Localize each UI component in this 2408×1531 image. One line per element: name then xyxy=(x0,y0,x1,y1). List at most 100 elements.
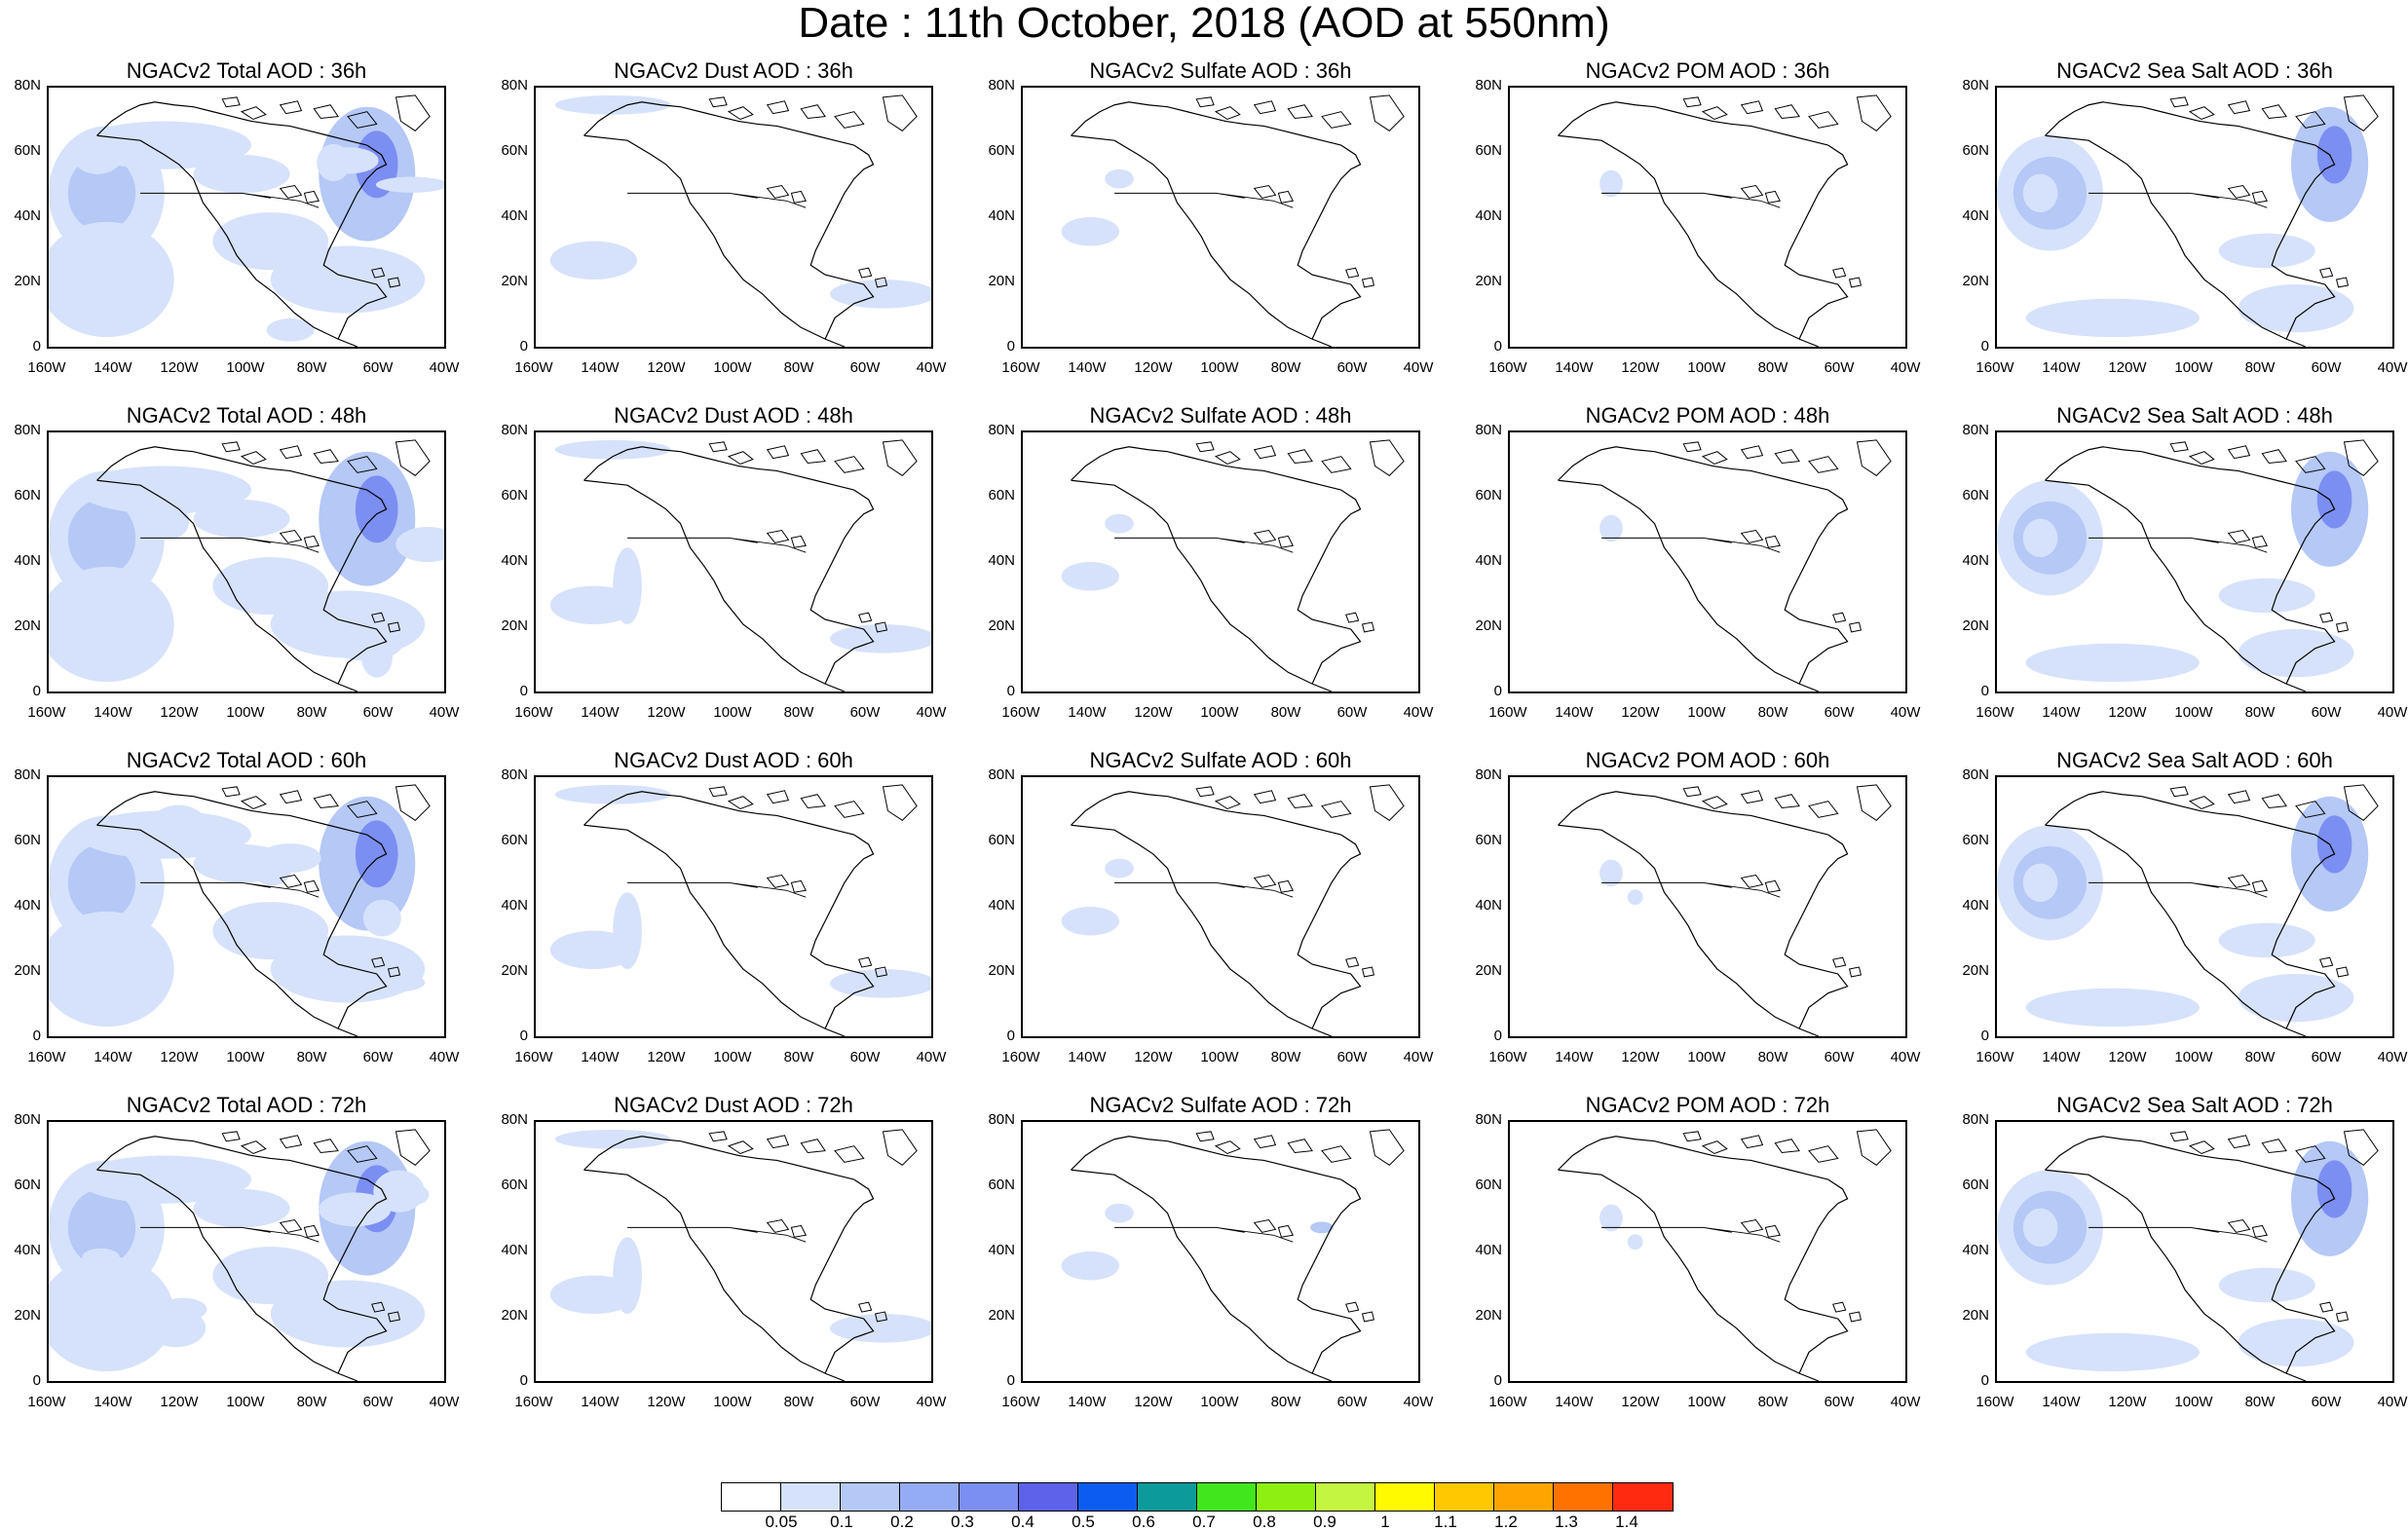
lon-tick-label: 80W xyxy=(1757,704,1788,721)
island-outline xyxy=(1856,94,1892,131)
lon-tick-label: 80W xyxy=(1270,1394,1301,1410)
island-outline xyxy=(2188,796,2215,810)
island-outline xyxy=(1701,106,1728,121)
island-outline xyxy=(882,439,918,476)
lon-tick-label: 100W xyxy=(1687,359,1726,376)
lon-tick-label: 100W xyxy=(1687,1394,1726,1410)
lon-tick-label: 160W xyxy=(1488,704,1527,721)
map-panel-dust-36h: NGACv2 Dust AOD : 36h 80N 60N 40N 20N 0 160W 14… xyxy=(501,58,946,390)
aod-map xyxy=(1997,784,2379,1036)
island-outline xyxy=(279,790,303,804)
map-panel-total-48h: NGACv2 Total AOD : 48h 80N 60N 40N 20N 0 160W 1… xyxy=(14,403,459,734)
lat-tick-label: 0 xyxy=(1006,338,1015,355)
colorbar-swatch xyxy=(1019,1483,1078,1511)
island-outline xyxy=(395,94,431,131)
aod-contour-region xyxy=(613,1237,642,1315)
map-panel-total-60h: NGACv2 Total AOD : 60h 80N 60N 40N 20N 0 160W 1… xyxy=(14,748,459,1079)
aod-contour-region xyxy=(64,966,129,999)
aod-contour-region xyxy=(355,475,398,543)
national-border xyxy=(627,1226,807,1243)
island-outline xyxy=(874,966,888,978)
aod-contour-region xyxy=(328,628,402,661)
lat-tick-label: 80N xyxy=(14,77,41,93)
island-outline xyxy=(1856,784,1892,821)
island-outline xyxy=(2169,441,2189,453)
lat-tick-label: 20N xyxy=(1962,962,1989,979)
lon-tick-label: 100W xyxy=(226,359,265,376)
coastline xyxy=(583,446,875,691)
colorbar-swatch xyxy=(781,1483,841,1511)
lon-tick-label: 60W xyxy=(362,1049,394,1065)
great-lakes xyxy=(766,874,808,893)
aod-map xyxy=(549,1129,931,1381)
lat-tick-label: 0 xyxy=(519,683,528,699)
island-outline xyxy=(834,456,865,473)
aod-contour-region xyxy=(613,547,642,625)
national-border xyxy=(2088,1226,2268,1243)
lon-tick-label: 120W xyxy=(1621,359,1660,376)
lon-tick-label: 140W xyxy=(1555,1049,1594,1065)
lon-tick-label: 140W xyxy=(581,1394,620,1410)
lon-tick-label: 80W xyxy=(2244,1394,2276,1410)
lon-tick-label: 80W xyxy=(296,1049,327,1065)
lon-tick-label: 100W xyxy=(1200,1394,1239,1410)
island-outline xyxy=(1740,100,1764,115)
lon-tick-label: 160W xyxy=(1488,1394,1527,1410)
aod-contour-region xyxy=(1061,562,1120,591)
lon-tick-label: 40W xyxy=(429,704,460,721)
lon-tick-label: 100W xyxy=(713,359,752,376)
aod-contour-region xyxy=(1599,514,1623,542)
lon-tick-label: 160W xyxy=(1488,1049,1527,1065)
lon-tick-label: 160W xyxy=(1488,359,1527,376)
aod-contour-region xyxy=(1310,1221,1334,1234)
lon-tick-label: 100W xyxy=(2174,359,2213,376)
lat-tick-label: 0 xyxy=(1980,683,1989,699)
lon-tick-label: 60W xyxy=(1824,704,1855,721)
lat-tick-label: 0 xyxy=(32,1027,41,1044)
colorbar-swatch xyxy=(1197,1483,1257,1511)
lon-tick-label: 140W xyxy=(94,1049,132,1065)
lat-tick-label: 0 xyxy=(1006,1027,1015,1044)
aod-contour-region xyxy=(1627,889,1643,906)
island-outline xyxy=(1682,441,1702,453)
lat-tick-label: 60N xyxy=(988,832,1015,848)
aod-contour-region xyxy=(2218,233,2315,269)
lon-tick-label: 60W xyxy=(1336,1394,1368,1410)
great-lakes xyxy=(2227,874,2269,893)
lat-tick-label: 80N xyxy=(988,77,1015,93)
aod-contour-region xyxy=(67,499,136,577)
island-outline xyxy=(221,786,241,798)
island-outline xyxy=(1848,621,1862,633)
colorbar-swatch xyxy=(1138,1483,1197,1511)
island-outline xyxy=(2335,966,2350,978)
island-outline xyxy=(347,456,378,473)
aod-contour-region xyxy=(193,499,290,539)
panel-title: NGACv2 Dust AOD : 36h xyxy=(614,58,853,83)
island-outline xyxy=(727,796,754,810)
aod-contour-region xyxy=(830,280,931,309)
island-outline xyxy=(1214,1140,1241,1155)
island-outline xyxy=(2343,784,2379,821)
lon-tick-label: 40W xyxy=(1403,1394,1434,1410)
lat-tick-label: 20N xyxy=(988,273,1015,289)
colorbar-swatch xyxy=(900,1483,959,1511)
colorbar-tick-label: 1.2 xyxy=(1494,1512,1518,1531)
lon-tick-label: 80W xyxy=(1270,1049,1301,1065)
lon-tick-label: 100W xyxy=(1687,704,1726,721)
colorbar-labels: 0.05 0.1 0.2 0.3 0.4 0.5 0.6 0.7 0.8 0.9 1 1.1 1.2 1.… xyxy=(721,1513,1695,1531)
island-outline xyxy=(800,449,826,465)
island-outline xyxy=(313,794,339,809)
lat-tick-label: 40N xyxy=(14,207,41,224)
island-outline xyxy=(2169,1131,2189,1142)
lat-tick-label: 80N xyxy=(1962,766,1989,783)
lat-tick-label: 20N xyxy=(14,273,41,289)
aod-contour-region xyxy=(266,318,315,342)
lat-tick-label: 60N xyxy=(501,1176,528,1193)
island-outline xyxy=(874,277,888,288)
island-outline xyxy=(387,621,401,633)
island-outline xyxy=(1808,801,1839,818)
coastline xyxy=(2045,1136,2336,1381)
lat-tick-label: 20N xyxy=(1962,1307,1989,1324)
lat-tick-label: 0 xyxy=(519,338,528,355)
